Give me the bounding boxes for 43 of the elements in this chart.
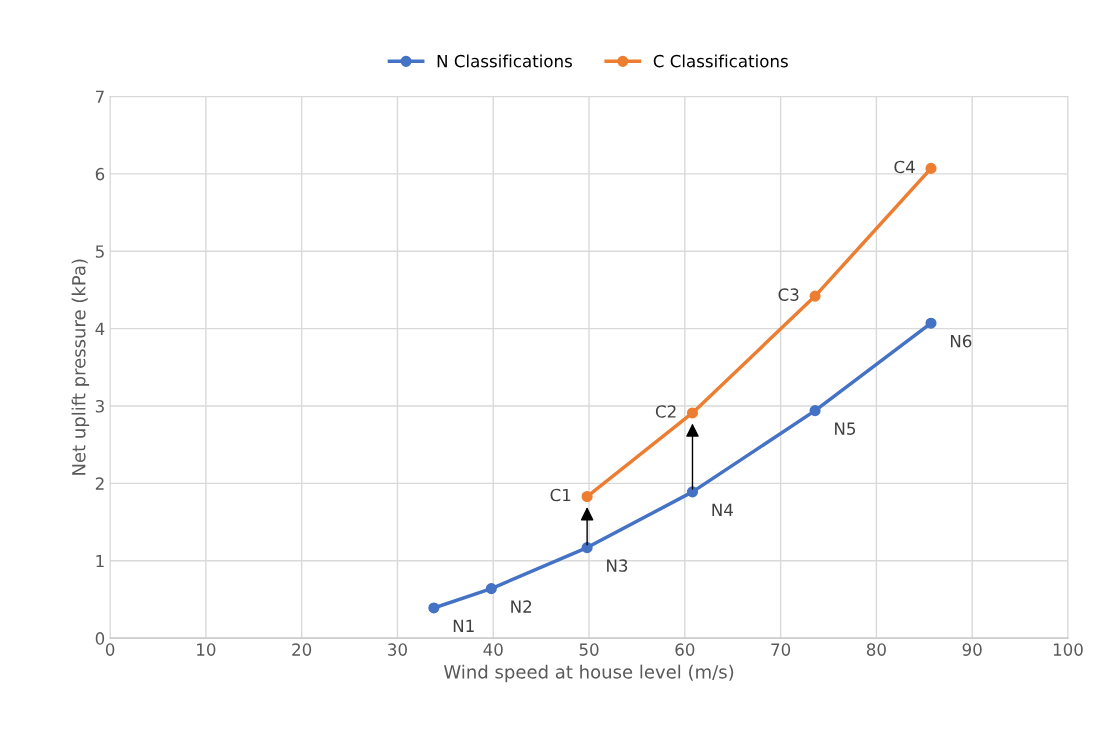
legend-label: C Classifications <box>653 54 788 68</box>
annotation: C1 <box>550 488 571 502</box>
y-tick-label: 1 <box>96 554 104 568</box>
x-tick-label: 10 <box>197 643 216 656</box>
x-tick-label: 70 <box>771 643 791 656</box>
x-tick-label: 20 <box>292 643 312 656</box>
annotation: C3 <box>778 288 799 301</box>
y-tick-label: 3 <box>95 399 104 413</box>
y-tick-label: 5 <box>95 245 104 258</box>
annotation: N4 <box>712 503 733 516</box>
y-tick-label: 7 <box>96 90 104 103</box>
annotation: C4 <box>894 160 915 174</box>
x-tick-label: 40 <box>483 643 503 656</box>
annotation: N5 <box>835 422 856 435</box>
x-tick-label: 90 <box>962 643 982 656</box>
point <box>925 162 937 174</box>
x-tick-label: 50 <box>579 643 599 656</box>
y-tick-label: 6 <box>95 167 105 181</box>
annotation: N2 <box>511 600 532 613</box>
x-tick-label: 0 <box>105 643 115 656</box>
y-tick-label: 0 <box>95 632 105 645</box>
point <box>485 583 497 595</box>
annotation: C2 <box>655 405 676 418</box>
point <box>686 486 699 498</box>
point <box>809 405 821 417</box>
point <box>686 407 699 419</box>
annotation: N3 <box>607 559 628 572</box>
point <box>809 290 821 302</box>
x-tick-label: 80 <box>866 643 886 656</box>
annotation: N6 <box>950 334 972 348</box>
point <box>925 317 937 329</box>
point <box>581 542 593 554</box>
point <box>581 490 593 503</box>
x-tick-label: 100 <box>1053 643 1083 656</box>
point <box>428 602 440 614</box>
y-axis-title: Net uplift pressure (kPa) <box>71 259 90 475</box>
y-tick-label: 4 <box>95 322 105 335</box>
x-tick-label: 60 <box>675 643 695 656</box>
legend-label: N Classifications <box>437 54 572 68</box>
x-axis-title: Wind speed at house level (m/s) <box>443 664 734 683</box>
y-tick-label: 2 <box>95 477 104 490</box>
annotation: N1 <box>453 619 474 632</box>
x-tick-label: 30 <box>388 643 407 656</box>
